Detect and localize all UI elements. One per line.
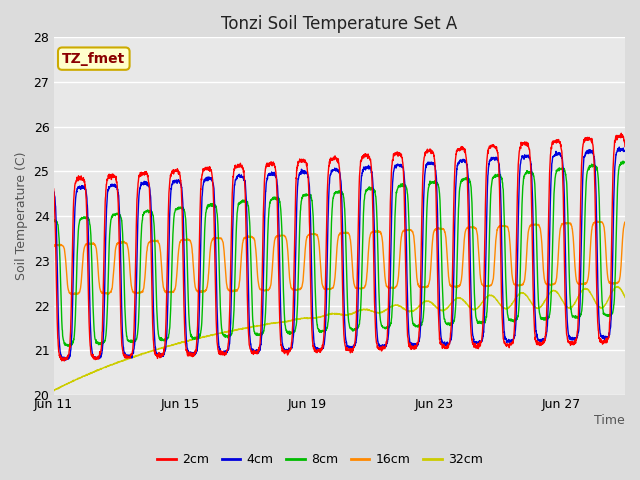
4cm [616, 144, 623, 150]
8cm [619, 158, 627, 164]
32cm [50, 388, 58, 394]
2cm [547, 144, 555, 150]
32cm [614, 284, 621, 289]
4cm [62, 357, 70, 363]
8cm [50, 217, 58, 223]
Line: 32cm: 32cm [54, 287, 625, 391]
2cm [61, 358, 68, 364]
4cm [358, 173, 365, 179]
4cm [177, 180, 184, 185]
Line: 8cm: 8cm [54, 161, 625, 346]
32cm [257, 323, 265, 328]
2cm [106, 171, 113, 177]
4cm [621, 148, 629, 154]
16cm [594, 218, 602, 224]
2cm [177, 178, 184, 184]
16cm [358, 286, 365, 292]
8cm [106, 243, 113, 249]
4cm [547, 169, 555, 175]
32cm [358, 307, 365, 312]
Y-axis label: Soil Temperature (C): Soil Temperature (C) [15, 152, 28, 280]
16cm [50, 243, 58, 249]
16cm [257, 287, 265, 293]
8cm [621, 159, 629, 165]
32cm [621, 295, 629, 300]
Line: 4cm: 4cm [54, 147, 625, 360]
8cm [63, 343, 71, 349]
Title: Tonzi Soil Temperature Set A: Tonzi Soil Temperature Set A [221, 15, 458, 33]
16cm [68, 292, 76, 298]
2cm [621, 144, 629, 149]
2cm [257, 317, 265, 323]
32cm [140, 351, 147, 357]
8cm [177, 204, 184, 210]
Line: 16cm: 16cm [54, 221, 625, 295]
16cm [547, 282, 555, 288]
Legend: 2cm, 4cm, 8cm, 16cm, 32cm: 2cm, 4cm, 8cm, 16cm, 32cm [152, 448, 488, 471]
16cm [621, 219, 629, 225]
4cm [50, 189, 58, 194]
2cm [618, 131, 625, 136]
32cm [177, 340, 184, 346]
X-axis label: Time: Time [595, 414, 625, 427]
2cm [140, 170, 147, 176]
16cm [106, 291, 113, 297]
8cm [358, 275, 365, 281]
8cm [257, 332, 265, 337]
Text: TZ_fmet: TZ_fmet [62, 52, 125, 66]
2cm [358, 157, 365, 163]
8cm [140, 211, 147, 217]
Line: 2cm: 2cm [54, 133, 625, 361]
8cm [547, 287, 555, 293]
4cm [257, 341, 265, 347]
2cm [50, 186, 58, 192]
16cm [177, 239, 184, 244]
16cm [140, 286, 147, 291]
4cm [140, 182, 147, 188]
32cm [547, 289, 555, 295]
32cm [105, 363, 113, 369]
4cm [106, 184, 113, 190]
